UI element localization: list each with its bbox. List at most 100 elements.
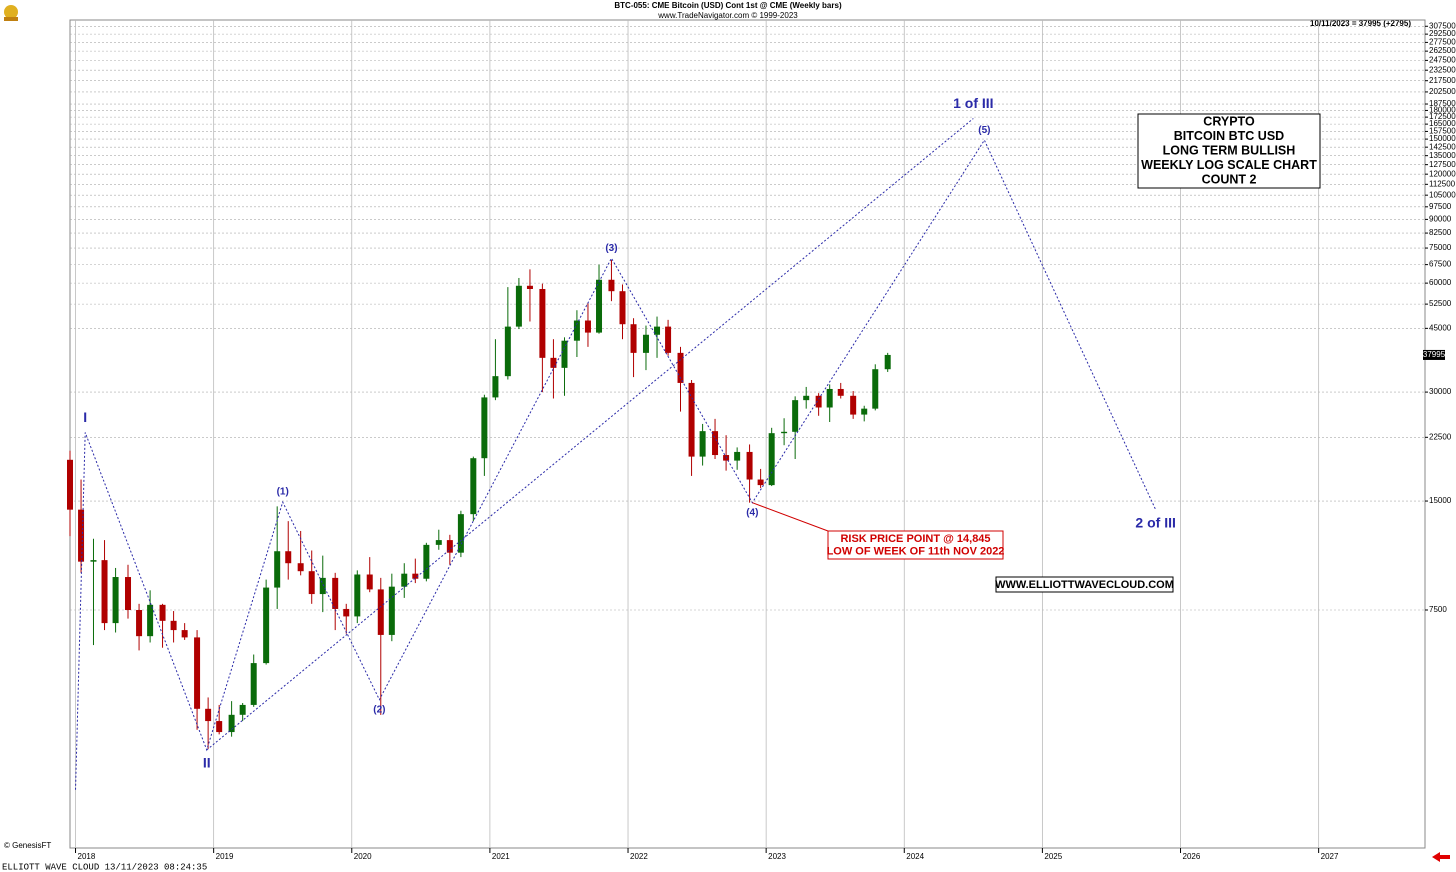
info-box	[1137, 113, 1321, 189]
x-tick-label: 2019	[216, 852, 234, 861]
candle-body	[78, 509, 85, 562]
copyright: © GenesisFT	[4, 841, 51, 850]
candle-body	[492, 376, 499, 398]
wave-line	[206, 118, 974, 751]
last-price-box	[1423, 349, 1445, 360]
risk-pointer	[752, 502, 829, 532]
wave-label: II	[203, 755, 211, 771]
logo	[4, 5, 18, 21]
candle-body	[112, 577, 119, 624]
x-tick-label: 2021	[492, 852, 510, 861]
y-tick-label: 232500	[1429, 65, 1456, 74]
candle-body	[67, 459, 73, 510]
candle-body	[826, 388, 833, 408]
x-tick-label: 2027	[1321, 852, 1339, 861]
candle-body	[388, 586, 395, 635]
y-tick-label: 307500	[1429, 21, 1456, 30]
candle-body	[377, 589, 384, 635]
candle-body	[712, 431, 719, 456]
website: WWW.ELLIOTTWAVECLOUD.COM	[995, 579, 1174, 591]
candle-body	[792, 400, 799, 432]
wave-label: 2 of III	[1135, 514, 1175, 530]
candle-body	[757, 479, 764, 486]
candle-body	[101, 560, 108, 624]
candle-body	[699, 431, 706, 457]
x-tick-label: 2018	[78, 852, 96, 861]
y-tick-label: 90000	[1429, 215, 1452, 224]
y-tick-label: 7500	[1429, 605, 1447, 614]
x-tick-label: 2022	[630, 852, 648, 861]
wave-label: (1)	[277, 487, 289, 498]
candle-body	[457, 514, 464, 553]
y-tick-label: 15000	[1429, 496, 1452, 505]
y-tick-label: 67500	[1429, 260, 1452, 269]
x-tick-label: 2020	[354, 852, 372, 861]
last-price-label: 37995	[1423, 350, 1446, 359]
candle-body	[619, 291, 626, 325]
plot-frame	[69, 19, 1426, 849]
candle-body	[677, 352, 684, 383]
y-tick-label: 30000	[1429, 387, 1452, 396]
scroll-arrow	[1432, 852, 1450, 862]
candle-body	[526, 285, 533, 290]
candle-body	[228, 714, 235, 733]
y-tick-label: 180000	[1429, 106, 1456, 115]
candle-body	[319, 577, 326, 595]
candle-body	[205, 708, 212, 722]
candle-body	[654, 326, 661, 335]
y-tick-label: 60000	[1429, 278, 1452, 287]
wave-label: (4)	[746, 507, 758, 518]
candle-body	[561, 340, 568, 368]
wave-label: (2)	[373, 704, 385, 715]
y-tick-label: 45000	[1429, 323, 1452, 332]
wave-label: I	[83, 409, 87, 425]
y-tick-label: 52500	[1429, 299, 1452, 308]
candle-body	[216, 721, 223, 733]
candle-body	[837, 388, 844, 396]
y-tick-label: 105000	[1429, 190, 1456, 199]
candle-body	[136, 609, 143, 637]
candle-body	[584, 320, 591, 333]
last-quote: 10/11/2023 = 37995 (+2795)	[1310, 19, 1411, 28]
candle-body	[250, 663, 257, 705]
candle-body	[194, 637, 201, 709]
y-tick-label: 187500	[1429, 99, 1456, 108]
y-tick-label: 82500	[1429, 228, 1452, 237]
candle-body	[354, 574, 361, 617]
candle-body	[596, 279, 603, 333]
x-tick-label: 2025	[1044, 852, 1062, 861]
candle-body	[573, 320, 580, 341]
candle-body	[125, 577, 132, 610]
candle-body	[665, 326, 672, 353]
candle-body	[781, 431, 788, 434]
candle-body	[539, 289, 546, 358]
candle-body	[446, 540, 453, 553]
y-tick-label: 142500	[1429, 142, 1456, 151]
info-line: LONG TERM BULLISH	[1163, 143, 1296, 157]
candle-body	[746, 451, 753, 480]
x-tick-label: 2026	[1183, 852, 1201, 861]
y-tick-label: 172500	[1429, 112, 1456, 121]
candle-body	[239, 704, 246, 715]
info-line: COUNT 2	[1202, 172, 1257, 186]
y-tick-label: 127500	[1429, 160, 1456, 169]
candle-body	[90, 560, 97, 562]
y-tick-label: 75000	[1429, 243, 1452, 252]
candle-body	[343, 608, 350, 617]
candle-body	[470, 458, 477, 515]
wave-label: (3)	[605, 243, 617, 254]
x-tick-label: 2024	[906, 852, 924, 861]
candle-body	[734, 451, 741, 461]
candle-body	[423, 544, 430, 579]
risk-line: LOW OF WEEK OF 11th NOV 2022	[827, 545, 1005, 557]
risk-box	[827, 530, 1004, 560]
candle-body	[435, 540, 442, 545]
y-tick-label: 217500	[1429, 76, 1456, 85]
wave-line	[75, 139, 1157, 790]
candle-body	[850, 395, 857, 415]
x-tick-label: 2023	[768, 852, 786, 861]
y-tick-label: 292500	[1429, 29, 1456, 38]
y-tick-label: 135000	[1429, 151, 1456, 160]
candle-body	[630, 324, 637, 353]
